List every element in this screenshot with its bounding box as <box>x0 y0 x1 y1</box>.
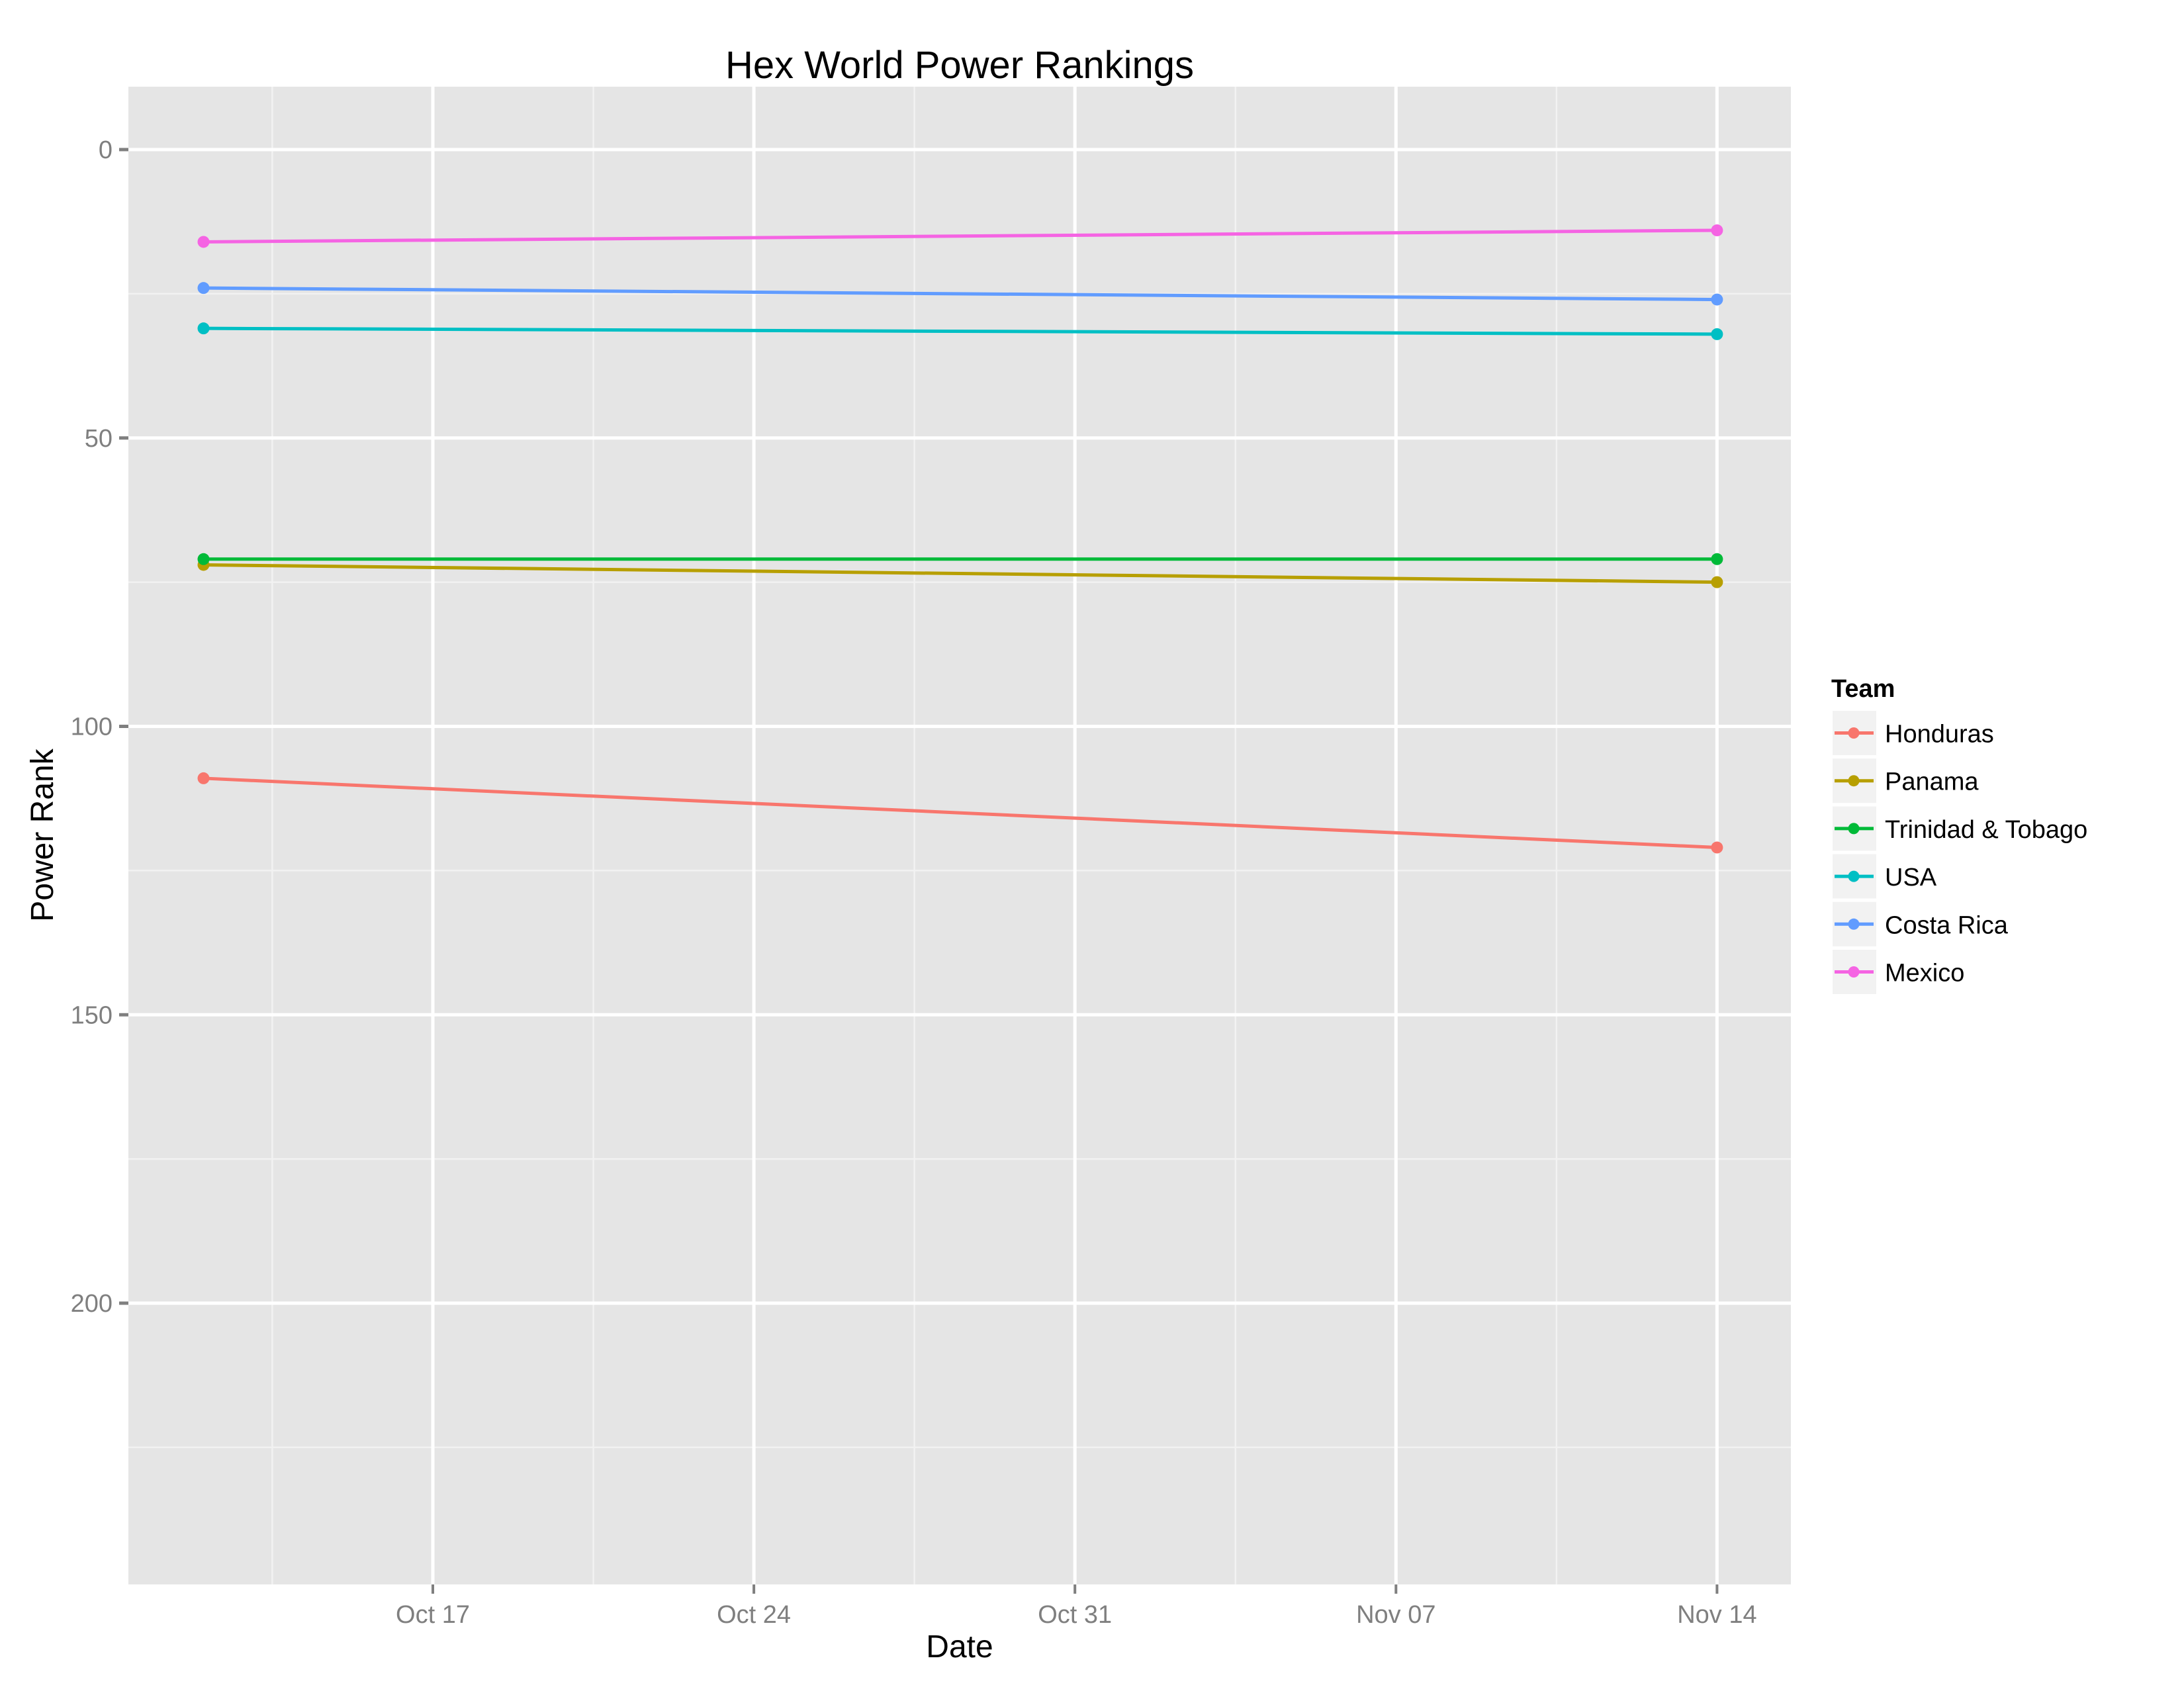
series-lines <box>197 224 1723 854</box>
legend-point-icon <box>1848 870 1860 882</box>
legend-point-icon <box>1848 966 1860 978</box>
data-point <box>197 772 210 784</box>
y-tick-label: 50 <box>85 425 113 453</box>
y-tick-label: 200 <box>71 1290 113 1318</box>
legend-item: Costa Rica <box>1833 901 2009 946</box>
legend-item: USA <box>1833 854 1937 899</box>
legend-item: Mexico <box>1833 950 1964 994</box>
legend-label: Mexico <box>1885 960 1964 987</box>
series-honduras <box>197 772 1723 854</box>
legend-point-icon <box>1848 823 1860 835</box>
legend-label: Trinidad & Tobago <box>1885 816 2087 844</box>
x-axis-title: Date <box>926 1629 993 1665</box>
chart-title: Hex World Power Rankings <box>725 44 1194 87</box>
data-point <box>197 322 210 335</box>
data-point <box>1711 293 1723 306</box>
plot-panel <box>128 87 1791 1584</box>
legend-title: Team <box>1831 675 1895 703</box>
legend-point-icon <box>1848 727 1860 739</box>
legend-item: Trinidad & Tobago <box>1833 806 2087 851</box>
legend-point-icon <box>1848 775 1860 787</box>
series-trinidad-tobago <box>197 553 1723 565</box>
data-point <box>197 553 210 565</box>
legend-label: USA <box>1885 864 1937 891</box>
legend-label: Honduras <box>1885 721 1994 749</box>
data-point <box>1711 553 1723 565</box>
y-tick-label: 150 <box>71 1001 113 1029</box>
series-usa <box>197 322 1723 340</box>
series-line <box>203 326 1717 336</box>
x-tick-label: Nov 07 <box>1356 1601 1435 1629</box>
data-point <box>197 282 210 295</box>
minor-gridlines <box>128 87 1791 1584</box>
x-tick-label: Nov 14 <box>1677 1601 1756 1629</box>
legend-item: Panama <box>1833 758 1979 803</box>
data-point <box>197 236 210 248</box>
x-tick-label: Oct 17 <box>396 1601 470 1629</box>
major-gridlines <box>128 87 1791 1584</box>
y-tick-label: 0 <box>99 136 113 164</box>
y-axis-title: Power Rank <box>25 748 60 921</box>
legend-item: Honduras <box>1833 711 1994 755</box>
legend-point-icon <box>1848 918 1860 930</box>
x-axis: Oct 17 Oct 24 Oct 31 Nov 07 Nov 14 <box>396 1584 1757 1629</box>
y-axis: 0 50 100 150 200 <box>71 136 128 1318</box>
data-point <box>1711 576 1723 588</box>
x-tick-label: Oct 24 <box>717 1601 791 1629</box>
series-line <box>203 286 1717 302</box>
data-point <box>1711 841 1723 854</box>
x-tick-label: Oct 31 <box>1038 1601 1112 1629</box>
legend-label: Costa Rica <box>1885 911 2009 939</box>
series-mexico <box>197 224 1723 248</box>
data-point <box>1711 328 1723 340</box>
legend-label: Panama <box>1885 768 1979 796</box>
y-tick-label: 100 <box>71 713 113 741</box>
series-line <box>203 228 1717 244</box>
series-line <box>203 563 1717 584</box>
series-costa-rica <box>197 282 1723 306</box>
data-point <box>1711 224 1723 237</box>
legend: Team Honduras Panama Trinidad & Tobago USA C… <box>1831 675 2087 994</box>
series-line <box>203 776 1717 850</box>
